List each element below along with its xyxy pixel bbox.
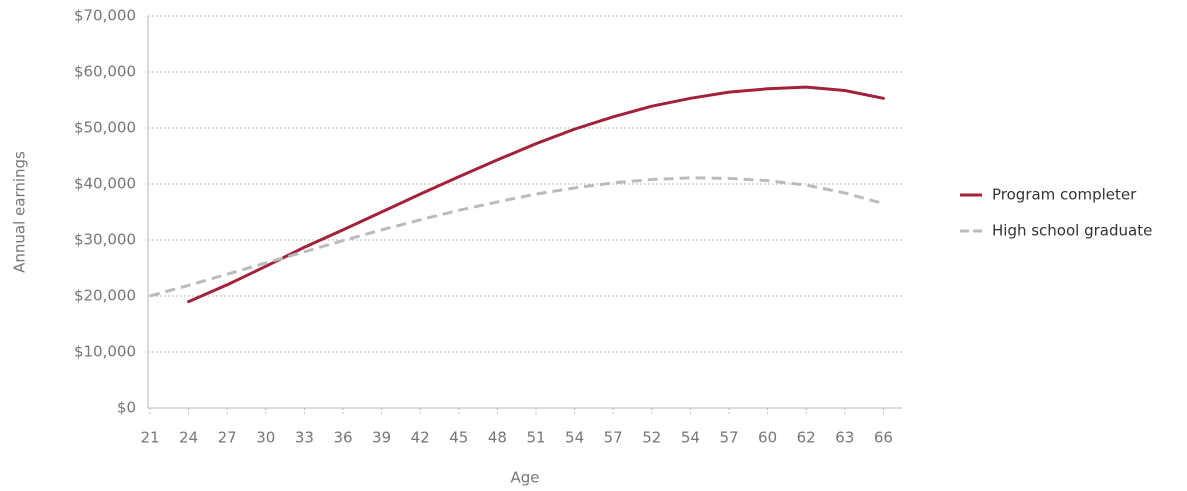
x-tick-label: 21: [140, 429, 159, 447]
x-tick-label: 57: [719, 429, 738, 447]
x-tick-label: 54: [681, 429, 700, 447]
y-tick-label: $10,000: [74, 343, 136, 361]
legend-label: High school graduate: [992, 222, 1152, 240]
y-tick-label: $0: [117, 399, 136, 417]
x-tick-label: 63: [835, 429, 854, 447]
y-tick-label: $70,000: [74, 7, 136, 25]
legend-label: Program completer: [992, 186, 1137, 204]
x-tick-label: 60: [758, 429, 777, 447]
x-tick-label: 62: [797, 429, 816, 447]
x-tick-label: 66: [874, 429, 893, 447]
x-tick-label: 30: [256, 429, 275, 447]
x-tick-label: 42: [411, 429, 430, 447]
x-axis-title: Age: [510, 469, 539, 487]
x-tick-label: 57: [604, 429, 623, 447]
y-tick-label: $40,000: [74, 175, 136, 193]
x-tick-label: 27: [218, 429, 237, 447]
series-line: [187, 85, 885, 304]
x-tick-label: 36: [333, 429, 352, 447]
x-tick-label: 39: [372, 429, 391, 447]
series-line: [149, 176, 884, 298]
y-tick-label: $20,000: [74, 287, 136, 305]
x-tick-label: 54: [565, 429, 584, 447]
x-tick-label: 48: [488, 429, 507, 447]
x-tick-label: 51: [526, 429, 545, 447]
y-tick-label: $50,000: [74, 119, 136, 137]
x-tick-label: 45: [449, 429, 468, 447]
y-axis-title: Annual earnings: [11, 151, 29, 273]
y-tick-label: $60,000: [74, 63, 136, 81]
x-tick-label: 33: [295, 429, 314, 447]
y-tick-label: $30,000: [74, 231, 136, 249]
x-tick-label: 52: [642, 429, 661, 447]
x-tick-label: 24: [179, 429, 198, 447]
